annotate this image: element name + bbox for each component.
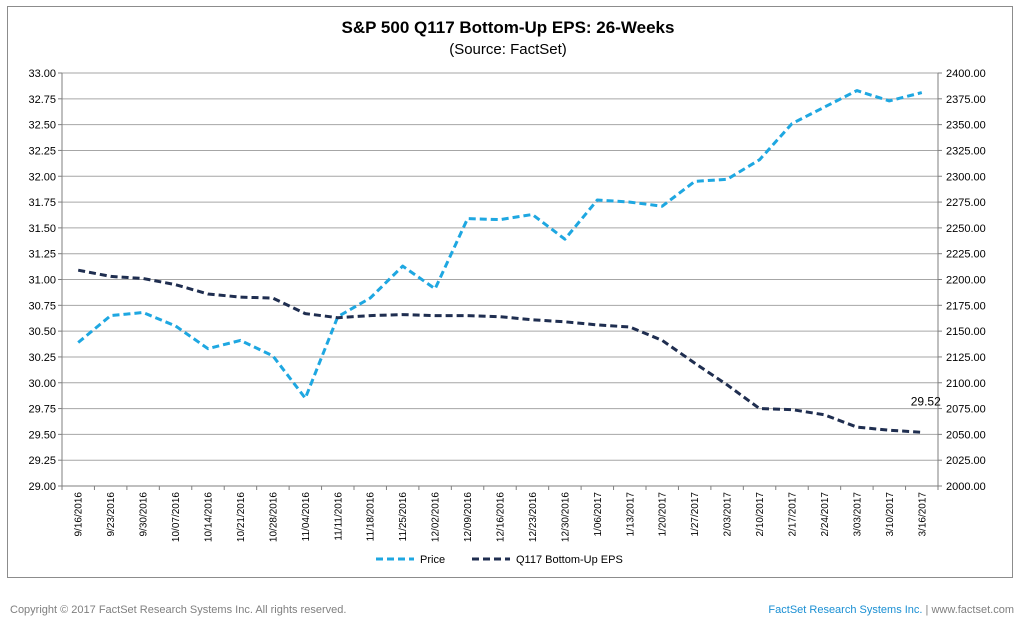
left-axis-tick-label: 29.75 bbox=[28, 404, 56, 416]
x-axis-tick-label: 12/23/2016 bbox=[528, 492, 539, 542]
x-axis-tick-label: 12/30/2016 bbox=[560, 492, 571, 542]
x-axis-tick-label: 3/03/2017 bbox=[852, 492, 863, 537]
right-axis-tick-label: 2250.00 bbox=[946, 223, 986, 235]
left-axis-tick-label: 30.75 bbox=[28, 300, 56, 312]
left-axis-tick-label: 30.50 bbox=[28, 326, 56, 338]
x-axis-tick-label: 10/21/2016 bbox=[236, 492, 247, 542]
left-axis-tick-label: 30.25 bbox=[28, 352, 56, 364]
x-axis-tick-label: 9/23/2016 bbox=[106, 492, 117, 537]
x-axis-tick-label: 1/13/2017 bbox=[625, 492, 636, 537]
x-axis-tick-label: 10/14/2016 bbox=[204, 492, 215, 542]
right-axis-tick-label: 2325.00 bbox=[946, 145, 986, 157]
x-axis-tick-label: 11/11/2016 bbox=[333, 492, 344, 541]
footer-separator: | bbox=[925, 604, 929, 616]
copyright-text: Copyright © 2017 FactSet Research System… bbox=[10, 604, 347, 616]
x-axis-tick-label: 3/16/2017 bbox=[917, 492, 928, 537]
right-axis-tick-label: 2150.00 bbox=[946, 326, 986, 338]
x-axis-tick-label: 12/02/2016 bbox=[431, 492, 442, 542]
left-axis-tick-label: 29.00 bbox=[28, 481, 56, 493]
series-lines bbox=[77, 89, 923, 434]
left-axis-tick-label: 32.25 bbox=[28, 145, 56, 157]
data-labels: 29.52 bbox=[911, 394, 941, 408]
x-axis-tick-label: 11/18/2016 bbox=[366, 492, 377, 542]
x-axis-tick-label: 11/25/2016 bbox=[398, 492, 409, 542]
x-axis-tick-label: 2/17/2017 bbox=[788, 492, 799, 537]
left-axis-tick-label: 31.75 bbox=[28, 197, 56, 209]
x-axis-tick-label: 12/16/2016 bbox=[496, 492, 507, 542]
right-axis-tick-label: 2300.00 bbox=[946, 171, 986, 183]
legend-price-label: Price bbox=[420, 554, 445, 566]
right-axis-tick-label: 2375.00 bbox=[946, 94, 986, 106]
footer-url: www.factset.com bbox=[931, 604, 1014, 616]
left-axis-tick-label: 31.50 bbox=[28, 223, 56, 235]
right-axis-tick-label: 2075.00 bbox=[946, 404, 986, 416]
eps-line bbox=[77, 268, 922, 434]
chart-title: S&P 500 Q117 Bottom-Up EPS: 26-Weeks bbox=[342, 18, 675, 37]
x-axis-tick-label: 9/30/2016 bbox=[139, 492, 150, 537]
legend-eps-label: Q117 Bottom-Up EPS bbox=[516, 554, 623, 566]
right-axis-tick-label: 2125.00 bbox=[946, 352, 986, 364]
right-axis-tick-label: 2100.00 bbox=[946, 378, 986, 390]
right-axis-tick-label: 2025.00 bbox=[946, 455, 986, 467]
x-axis-tick-label: 1/20/2017 bbox=[658, 492, 669, 537]
left-axis-tick-label: 29.25 bbox=[28, 455, 56, 467]
right-axis-tick-label: 2000.00 bbox=[946, 481, 986, 493]
price-line bbox=[77, 89, 923, 400]
left-axis-tick-label: 30.00 bbox=[28, 378, 56, 390]
eps-last-value-label: 29.52 bbox=[911, 394, 941, 408]
left-axis-tick-label: 31.25 bbox=[28, 249, 56, 261]
x-axis-tick-label: 12/09/2016 bbox=[463, 492, 474, 542]
x-axis-tick-label: 2/10/2017 bbox=[755, 492, 766, 537]
chart-frame bbox=[7, 6, 1013, 578]
legend: Price Q117 Bottom-Up EPS bbox=[376, 554, 623, 566]
left-axis-tick-label: 32.00 bbox=[28, 171, 56, 183]
right-axis-tick-label: 2200.00 bbox=[946, 275, 986, 287]
x-axis-tick-label: 1/06/2017 bbox=[593, 492, 604, 537]
right-axis-tick-label: 2350.00 bbox=[946, 120, 986, 132]
right-axis-tick-label: 2050.00 bbox=[946, 429, 986, 441]
x-axis-tick-label: 9/16/2016 bbox=[74, 492, 85, 537]
x-axis-tick-label: 10/28/2016 bbox=[268, 492, 279, 542]
left-axis-tick-label: 32.50 bbox=[28, 120, 56, 132]
right-axis-tick-label: 2400.00 bbox=[946, 68, 986, 80]
left-axis-tick-label: 33.00 bbox=[28, 68, 56, 80]
left-axis-tick-label: 31.00 bbox=[28, 275, 56, 287]
footer-brand: FactSet Research Systems Inc. bbox=[768, 604, 923, 616]
right-axis-tick-label: 2175.00 bbox=[946, 300, 986, 312]
x-axis-tick-label: 3/10/2017 bbox=[885, 492, 896, 537]
right-axis-tick-label: 2275.00 bbox=[946, 197, 986, 209]
left-axis-tick-label: 32.75 bbox=[28, 94, 56, 106]
left-axis-tick-label: 29.50 bbox=[28, 429, 56, 441]
gridlines bbox=[62, 72, 938, 487]
x-axis-tick-label: 10/07/2016 bbox=[171, 492, 182, 542]
x-axis-tick-label: 2/24/2017 bbox=[820, 492, 831, 537]
x-axis-tick-label: 2/03/2017 bbox=[723, 492, 734, 537]
footer-attribution: FactSet Research Systems Inc. | www.fact… bbox=[768, 604, 1014, 616]
axes: 29.00 29.25 29.50 29.75 30.00 30.25 30.50 30.75… bbox=[28, 68, 985, 542]
x-axis-tick-label: 1/27/2017 bbox=[690, 492, 701, 537]
chart-subtitle: (Source: FactSet) bbox=[449, 41, 567, 58]
right-axis-tick-label: 2225.00 bbox=[946, 249, 986, 261]
x-axis-tick-label: 11/04/2016 bbox=[301, 492, 312, 542]
